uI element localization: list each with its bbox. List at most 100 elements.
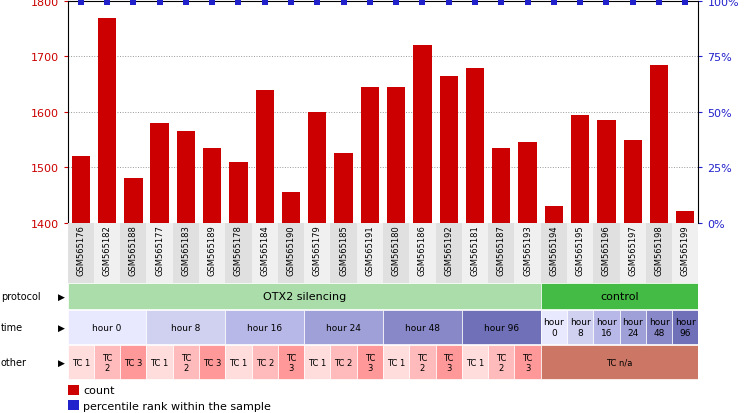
Bar xyxy=(462,346,488,379)
Text: GSM565187: GSM565187 xyxy=(497,225,505,275)
Bar xyxy=(255,90,274,223)
Text: hour 24: hour 24 xyxy=(326,323,361,332)
Bar xyxy=(308,113,327,223)
Bar xyxy=(68,311,146,344)
Bar xyxy=(492,148,511,223)
Bar xyxy=(278,346,304,379)
Text: TC
3: TC 3 xyxy=(286,353,296,372)
Bar xyxy=(173,223,199,283)
Bar xyxy=(439,77,458,223)
Text: GSM565199: GSM565199 xyxy=(681,225,689,275)
Bar xyxy=(225,223,252,283)
Bar xyxy=(357,346,383,379)
Bar xyxy=(330,346,357,379)
Bar xyxy=(357,223,383,283)
Text: hour
8: hour 8 xyxy=(570,318,590,337)
Text: hour
24: hour 24 xyxy=(623,318,643,337)
Bar xyxy=(567,311,593,344)
Bar xyxy=(330,223,357,283)
Bar xyxy=(514,223,541,283)
Text: hour
96: hour 96 xyxy=(675,318,695,337)
Bar xyxy=(462,311,541,344)
Text: time: time xyxy=(1,322,23,332)
Text: ▶: ▶ xyxy=(58,323,65,332)
Text: count: count xyxy=(83,385,115,395)
Text: TC n/a: TC n/a xyxy=(606,358,633,367)
Text: hour
0: hour 0 xyxy=(544,318,564,337)
Text: TC
2: TC 2 xyxy=(496,353,506,372)
Bar xyxy=(176,132,195,223)
Bar xyxy=(282,192,300,223)
Text: TC 3: TC 3 xyxy=(203,358,222,367)
Bar xyxy=(334,154,353,223)
Text: GSM565178: GSM565178 xyxy=(234,225,243,275)
Bar xyxy=(199,223,225,283)
Bar xyxy=(252,223,278,283)
Bar xyxy=(71,157,90,223)
Text: GSM565195: GSM565195 xyxy=(576,225,584,275)
Text: TC 2: TC 2 xyxy=(334,358,353,367)
Text: GSM565189: GSM565189 xyxy=(208,225,216,275)
Text: hour 8: hour 8 xyxy=(171,323,201,332)
Text: TC 2: TC 2 xyxy=(255,358,274,367)
Text: hour
48: hour 48 xyxy=(649,318,669,337)
Bar xyxy=(488,223,514,283)
Bar xyxy=(304,346,330,379)
Text: GSM565184: GSM565184 xyxy=(261,225,269,275)
Bar xyxy=(387,88,406,223)
Bar xyxy=(304,311,383,344)
Bar xyxy=(593,311,620,344)
Bar xyxy=(146,346,173,379)
Text: percentile rank within the sample: percentile rank within the sample xyxy=(83,401,271,411)
Bar xyxy=(541,346,698,379)
Text: TC 3: TC 3 xyxy=(124,358,143,367)
Text: GSM565185: GSM565185 xyxy=(339,225,348,275)
Text: hour
16: hour 16 xyxy=(596,318,617,337)
Bar xyxy=(541,311,567,344)
Bar xyxy=(360,88,379,223)
Text: GSM565190: GSM565190 xyxy=(287,225,295,275)
Bar xyxy=(571,115,590,223)
Text: GSM565192: GSM565192 xyxy=(445,225,453,275)
Bar xyxy=(544,206,563,223)
Text: OTX2 silencing: OTX2 silencing xyxy=(263,291,345,301)
Bar xyxy=(68,346,94,379)
Bar xyxy=(229,162,248,223)
Text: protocol: protocol xyxy=(1,291,41,301)
Bar xyxy=(646,223,672,283)
Bar xyxy=(203,148,222,223)
Bar xyxy=(252,346,278,379)
Bar xyxy=(94,223,120,283)
Bar xyxy=(620,223,646,283)
Bar xyxy=(146,311,225,344)
Bar xyxy=(413,46,432,223)
Bar xyxy=(199,346,225,379)
Text: GSM565194: GSM565194 xyxy=(550,225,558,275)
Text: TC 1: TC 1 xyxy=(466,358,484,367)
Text: GSM565180: GSM565180 xyxy=(392,225,400,275)
Bar xyxy=(518,143,537,223)
Bar xyxy=(541,283,698,309)
Bar xyxy=(278,223,304,283)
Bar xyxy=(173,346,199,379)
Bar xyxy=(68,223,94,283)
Text: GSM565176: GSM565176 xyxy=(77,225,85,275)
Bar xyxy=(68,283,541,309)
Text: control: control xyxy=(600,291,639,301)
Bar xyxy=(98,19,116,223)
Bar xyxy=(383,346,409,379)
Text: GSM565188: GSM565188 xyxy=(129,225,137,275)
Bar xyxy=(409,346,436,379)
Text: TC
2: TC 2 xyxy=(418,353,427,372)
Bar xyxy=(514,346,541,379)
Text: GSM565182: GSM565182 xyxy=(103,225,111,275)
Text: GSM565183: GSM565183 xyxy=(182,225,190,275)
Bar xyxy=(68,385,79,395)
Text: GSM565198: GSM565198 xyxy=(655,225,663,275)
Bar xyxy=(94,346,120,379)
Bar xyxy=(409,223,436,283)
Bar xyxy=(620,311,646,344)
Text: TC 1: TC 1 xyxy=(387,358,406,367)
Text: GSM565191: GSM565191 xyxy=(366,225,374,275)
Bar xyxy=(383,311,462,344)
